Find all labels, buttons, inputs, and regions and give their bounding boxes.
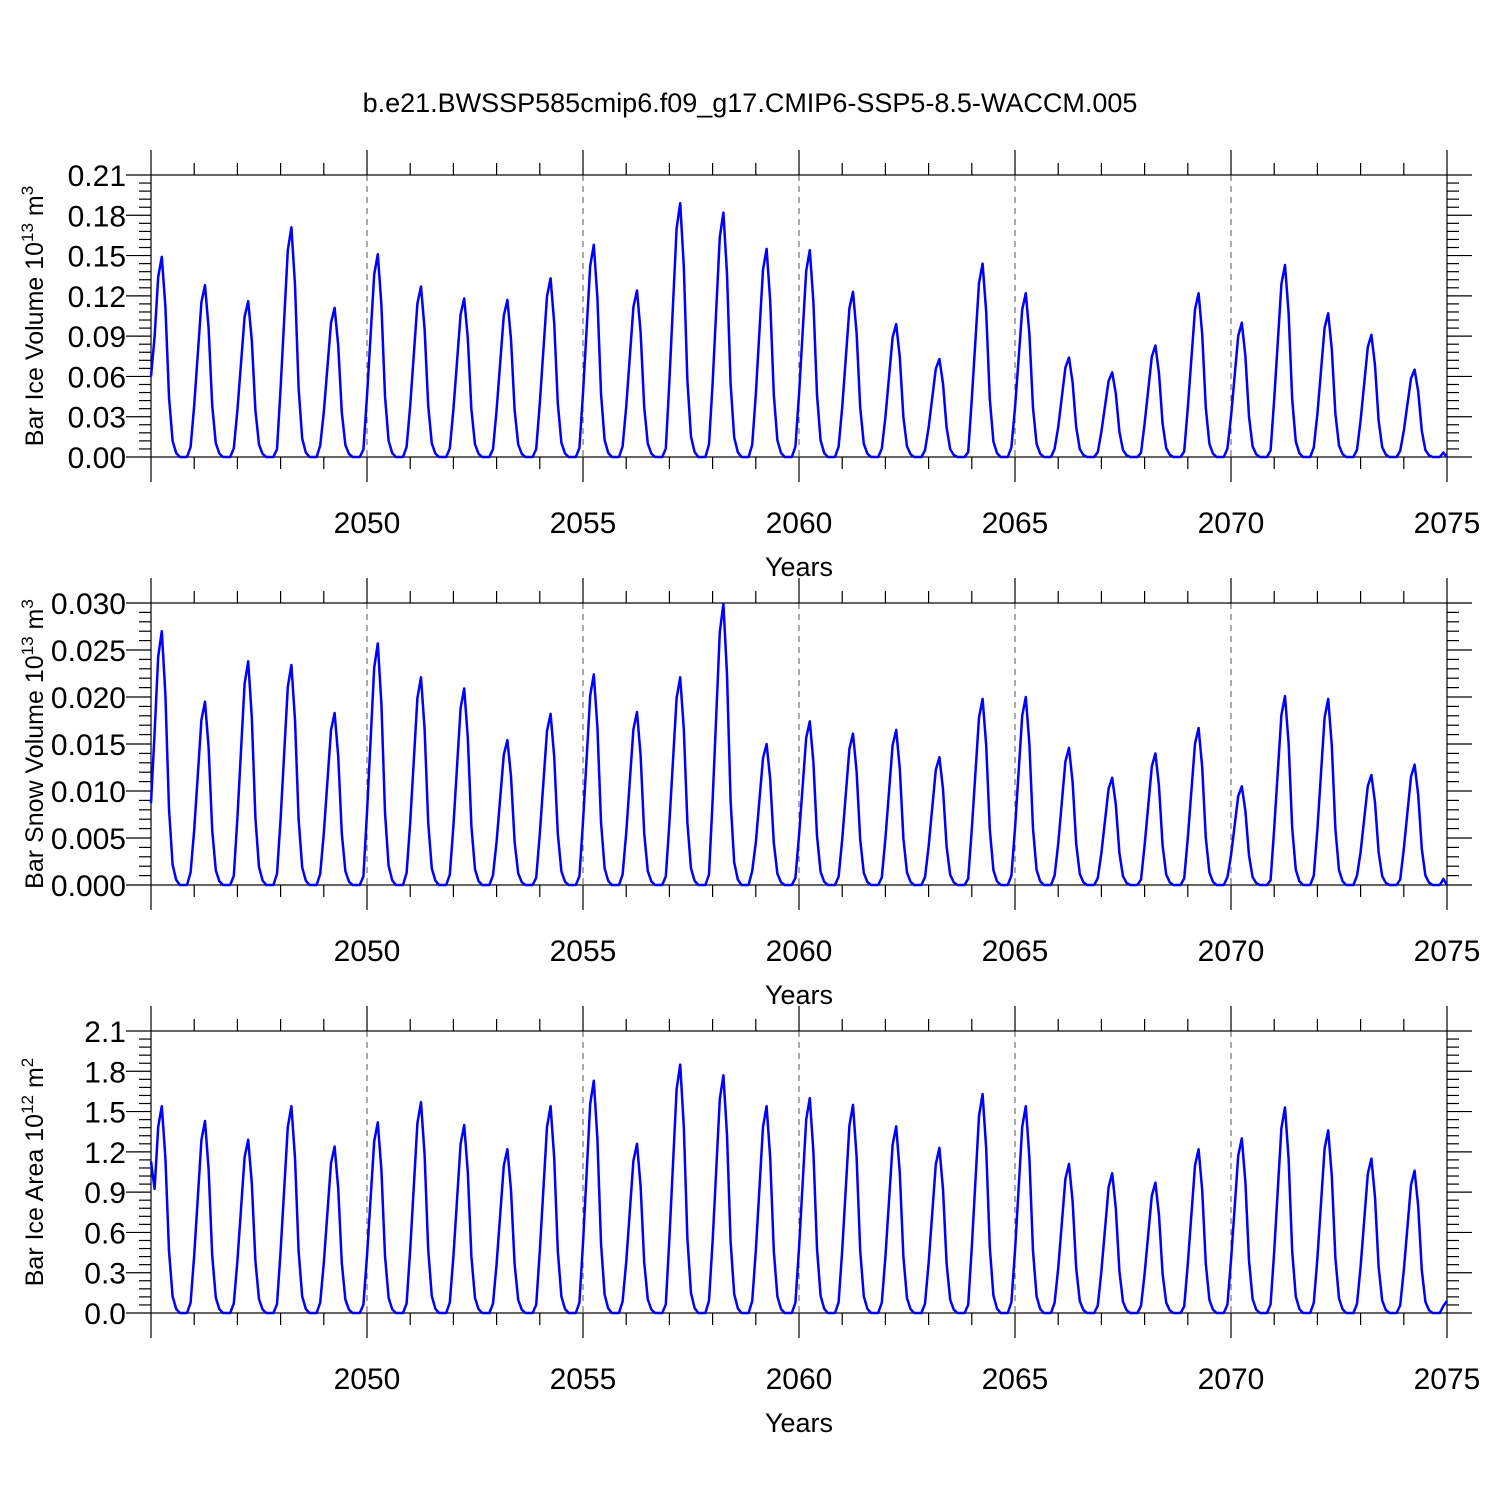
y-tick-label: 2.1 <box>84 1016 126 1049</box>
y-tick-label: 0.0 <box>84 1298 126 1331</box>
x-tick-label: 2055 <box>550 1363 617 1396</box>
x-tick-label: 2075 <box>1414 507 1481 540</box>
panel-ice-volume: 0.00 0.03 0.06 0.09 0.12 0.15 0.18 0.21 2050 2055… <box>18 150 1480 582</box>
y-axis-label-unit: m <box>21 1067 49 1095</box>
x-tick-label: 2060 <box>766 935 833 968</box>
y-tick-label: 0.03 <box>68 402 126 435</box>
y-tick-label: 0.21 <box>68 160 126 193</box>
y-tick-label: 0.00 <box>68 442 126 475</box>
plot-frame <box>150 174 1448 458</box>
y-tick-label: 0.9 <box>84 1177 126 1210</box>
x-tick-label: 2055 <box>550 935 617 968</box>
x-tick-label: 2050 <box>334 507 401 540</box>
x-tick-label: 2060 <box>766 507 833 540</box>
x-axis-label: Years <box>765 1408 833 1438</box>
series-line-snow-volume <box>149 602 1449 887</box>
x-tick-label: 2075 <box>1414 1363 1481 1396</box>
y-axis-label: Bar Ice Area 1012 m2 <box>18 1058 49 1287</box>
y-tick-label: 0.09 <box>68 321 126 354</box>
x-tick-label: 2070 <box>1198 1363 1265 1396</box>
x-tick-label: 2065 <box>982 507 1049 540</box>
x-tick-label: 2055 <box>550 507 617 540</box>
y-axis-label-main: Bar Snow Volume 10 <box>21 655 49 888</box>
y-axis-label: Bar Ice Volume 1013 m3 <box>18 186 49 446</box>
x-tick-label: 2050 <box>334 1363 401 1396</box>
series-line-ice-area <box>149 1063 1449 1315</box>
y-tick-label: 0.015 <box>51 729 126 762</box>
y-axis-label-exponent: 13 <box>18 636 37 655</box>
panel-snow-volume: 0.000 0.005 0.010 0.015 0.020 0.025 0.030 2050 2… <box>18 578 1480 1010</box>
x-axis-label: Years <box>765 552 833 582</box>
plot-frame <box>150 1030 1448 1314</box>
y-tick-label: 0.005 <box>51 823 126 856</box>
y-axis-label-unit: m <box>21 609 49 637</box>
y-axis-label-unit-exponent: 3 <box>18 599 37 608</box>
y-tick-label: 0.3 <box>84 1258 126 1291</box>
y-tick-label: 0.06 <box>68 361 126 394</box>
y-tick-label: 0.12 <box>68 281 126 314</box>
x-tick-label: 2065 <box>982 1363 1049 1396</box>
y-tick-label: 1.5 <box>84 1097 126 1130</box>
x-tick-label: 2060 <box>766 1363 833 1396</box>
y-tick-label: 1.8 <box>84 1056 126 1089</box>
y-tick-label: 0.010 <box>51 776 126 809</box>
y-tick-label: 0.18 <box>68 200 126 233</box>
y-axis-label-main: Bar Ice Area 10 <box>21 1114 49 1286</box>
y-axis-label-unit-exponent: 2 <box>18 1058 37 1067</box>
x-tick-label: 2050 <box>334 935 401 968</box>
y-tick-label: 0.6 <box>84 1217 126 1250</box>
y-tick-label: 0.000 <box>51 870 126 903</box>
y-tick-label: 0.020 <box>51 682 126 715</box>
y-axis-label-main: Bar Ice Volume 10 <box>21 242 49 446</box>
x-tick-label: 2070 <box>1198 935 1265 968</box>
y-tick-label: 0.030 <box>51 588 126 621</box>
y-axis-label-exponent: 13 <box>18 223 37 242</box>
x-axis-label: Years <box>765 980 833 1010</box>
figure-title: b.e21.BWSSP585cmip6.f09_g17.CMIP6-SSP5-8… <box>363 88 1138 118</box>
series-line-ice-volume <box>149 201 1448 459</box>
y-axis-label-exponent: 12 <box>18 1095 37 1114</box>
y-axis-label-unit: m <box>21 195 49 223</box>
x-tick-label: 2075 <box>1414 935 1481 968</box>
y-tick-label: 1.2 <box>84 1137 126 1170</box>
y-tick-label: 0.025 <box>51 635 126 668</box>
panel-ice-area: 0.0 0.3 0.6 0.9 1.2 1.5 1.8 2.1 2050 2055 2060 2065… <box>18 1006 1480 1438</box>
x-tick-label: 2070 <box>1198 507 1265 540</box>
y-axis-label-unit-exponent: 3 <box>18 186 37 195</box>
y-tick-label: 0.15 <box>68 241 126 274</box>
y-axis-label: Bar Snow Volume 1013 m3 <box>18 599 49 889</box>
x-tick-label: 2065 <box>982 935 1049 968</box>
